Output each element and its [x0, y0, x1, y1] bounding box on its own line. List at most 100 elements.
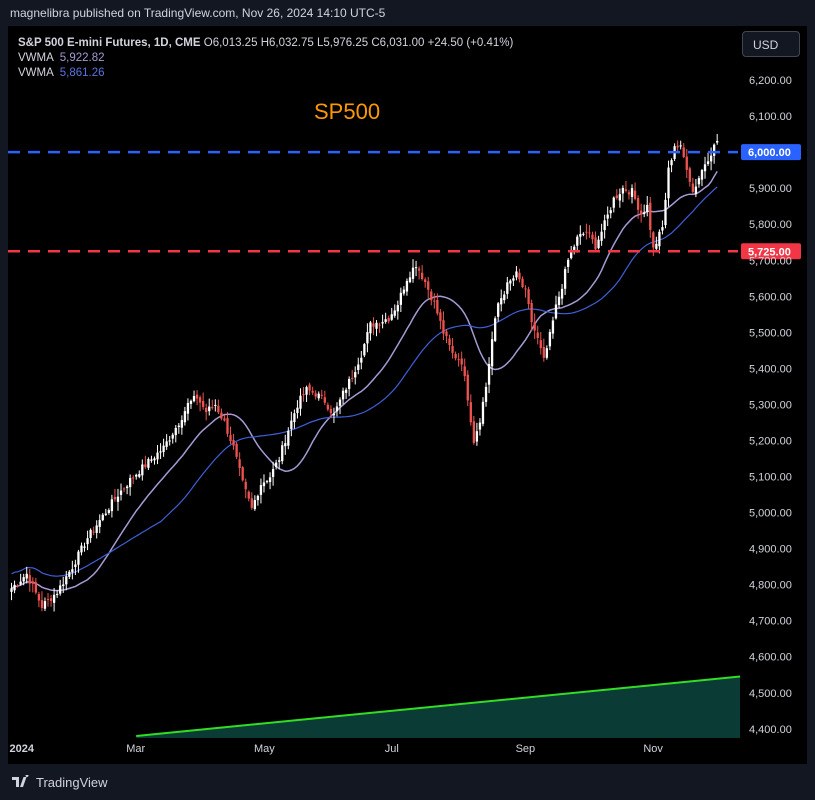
candle-body [125, 486, 129, 489]
tradingview-logo-icon[interactable] [10, 775, 32, 789]
candle-body [664, 199, 667, 226]
candle-body [670, 160, 673, 166]
candle-body [576, 236, 579, 246]
candle-body [512, 278, 515, 281]
candle-body [302, 394, 305, 396]
candle-body [278, 460, 281, 462]
candle-body [560, 288, 564, 299]
symbol-name[interactable]: S&P 500 E-mini Futures, 1D, CME [18, 37, 201, 49]
candle-body [493, 318, 497, 341]
legend-ohlc-row: S&P 500 E-mini Futures, 1D, CME O6,013.2… [18, 36, 513, 51]
candle-body [396, 305, 399, 312]
candle-body [497, 303, 500, 317]
candle-body [591, 234, 594, 240]
candle-body [579, 233, 582, 237]
candle-body [615, 195, 618, 199]
candle-body [405, 280, 409, 292]
candle-body [500, 298, 503, 305]
time-tick-label: Sep [516, 743, 536, 755]
candle-body [624, 189, 628, 191]
candle-body [138, 474, 141, 477]
candle-body [606, 214, 609, 219]
candle-body [427, 281, 430, 290]
candle-body [393, 310, 396, 316]
candle-body [122, 488, 126, 490]
candle-body [451, 345, 454, 353]
candle-body [208, 406, 211, 412]
candle-body [430, 291, 433, 301]
legend-vwma-slow[interactable]: VWMA 5,861.26 [18, 66, 513, 81]
candle-body [62, 584, 65, 586]
time-tick-label: Mar [126, 743, 145, 755]
footer-brand[interactable]: TradingView [36, 774, 108, 790]
candles-layer [10, 133, 719, 612]
candle-body [180, 420, 184, 428]
candle-body [533, 322, 536, 331]
price-chart[interactable]: 6,000.005,725.00 6,300.006,200.006,100.0… [8, 26, 807, 764]
candle-body [588, 232, 591, 234]
candle-body [119, 490, 123, 495]
price-tick-label: 5,000.00 [749, 508, 792, 520]
candle-body [652, 232, 655, 248]
candle-body [381, 322, 384, 324]
candle-body [685, 156, 688, 170]
candle-body [344, 389, 348, 393]
price-tick-label: 5,400.00 [749, 363, 792, 375]
candle-body [326, 404, 330, 410]
candle-body [189, 400, 193, 404]
candle-body [372, 323, 375, 327]
vwma-slow-label: VWMA [18, 67, 54, 79]
candle-body [335, 406, 339, 412]
candle-body [341, 390, 345, 400]
candle-body [655, 243, 658, 249]
candle-body [667, 167, 670, 199]
candle-body [171, 434, 174, 439]
candle-body [554, 304, 558, 319]
candle-body [116, 496, 120, 502]
candle-body [445, 331, 448, 337]
candle-body [509, 280, 512, 284]
candle-body [232, 439, 235, 446]
candle-body [89, 529, 92, 539]
price-tick-label: 5,300.00 [749, 399, 792, 411]
candle-body [113, 497, 117, 500]
candle-body [156, 452, 159, 460]
candle-body [566, 259, 570, 267]
candle-body [10, 588, 13, 592]
chart-area[interactable]: 6,000.005,725.00 6,300.006,200.006,100.0… [8, 26, 807, 764]
candle-body [205, 407, 208, 413]
vwma-slow-line [11, 186, 718, 577]
candle-body [506, 282, 509, 294]
candle-body [417, 268, 421, 271]
candle-body [314, 393, 317, 397]
candle-body [28, 575, 31, 584]
candle-body [503, 294, 506, 301]
currency-button[interactable]: USD [742, 31, 800, 57]
price-tick-label: 5,100.00 [749, 472, 792, 484]
time-tick-label: May [254, 743, 275, 755]
candle-body [609, 210, 612, 214]
candle-body [274, 462, 278, 468]
legend-vwma-fast[interactable]: VWMA 5,922.82 [18, 51, 513, 66]
candle-body [582, 233, 585, 235]
candle-body [128, 477, 132, 488]
candle-body [162, 445, 165, 453]
open-value: O6,013.25 [203, 37, 258, 49]
level-label-support: 5,725.00 [748, 246, 791, 258]
legend: S&P 500 E-mini Futures, 1D, CME O6,013.2… [18, 36, 513, 81]
candle-body [530, 302, 533, 323]
candle-body [265, 481, 269, 483]
candle-body [709, 155, 713, 162]
price-tick-label: 4,900.00 [749, 544, 792, 556]
candle-body [679, 145, 682, 147]
candle-body [220, 412, 223, 419]
candle-body [98, 520, 101, 527]
candle-body [55, 593, 59, 595]
candle-body [293, 413, 296, 423]
price-tick-label: 4,800.00 [749, 580, 792, 592]
candle-body [597, 239, 600, 249]
candle-body [390, 314, 393, 320]
candle-body [448, 338, 451, 346]
candle-body [518, 272, 521, 280]
candle-body [338, 399, 342, 406]
